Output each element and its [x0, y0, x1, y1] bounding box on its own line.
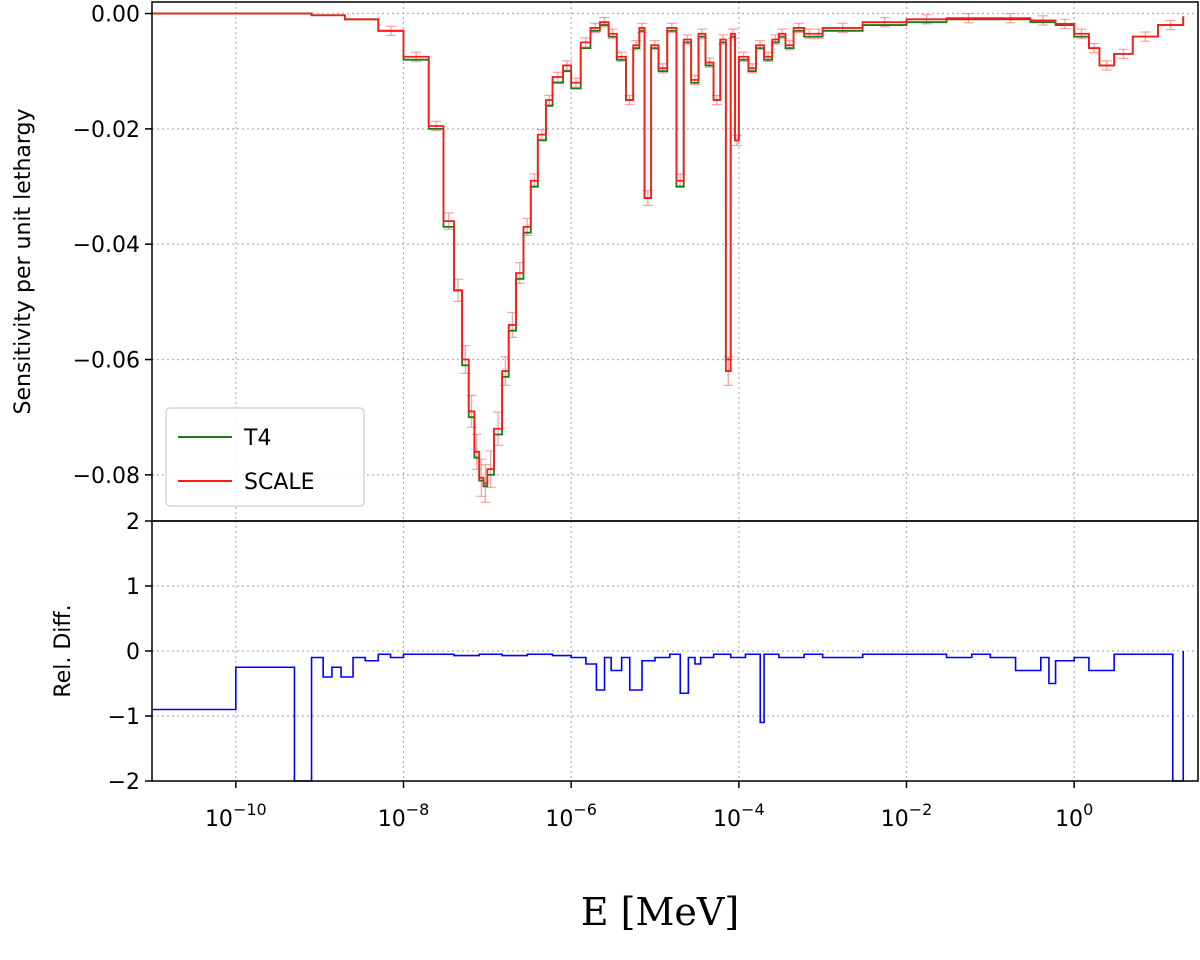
bottom-axes-frame — [151, 520, 1199, 782]
bottom-y-tick-label: 2 — [126, 510, 140, 535]
x-tick-label: 10−4 — [713, 800, 765, 832]
x-axis-label: E [MeV] — [581, 890, 739, 934]
top-y-axis-label: Sensitivity per unit lethargy — [11, 108, 36, 414]
series-line-scale — [152, 12, 1185, 485]
x-tick-label: 10−10 — [205, 800, 267, 832]
top-series — [152, 12, 1185, 488]
bottom-y-tick-label: −2 — [108, 770, 140, 795]
top-y-tick-label: −0.06 — [73, 349, 140, 374]
top-y-ticks: 0.00 −0.02 −0.04 −0.06 −0.08 — [73, 3, 152, 489]
bottom-y-tick-label: −1 — [108, 705, 140, 730]
top-y-tick-label: −0.04 — [73, 233, 140, 258]
top-y-tick-label: 0.00 — [91, 3, 140, 28]
rel-diff-line — [152, 651, 1185, 782]
legend-label-scale: SCALE — [244, 470, 315, 495]
x-tick-label: 10−6 — [545, 800, 597, 832]
legend-label-t4: T4 — [243, 426, 271, 451]
bottom-grid — [152, 520, 1198, 782]
bottom-panel: 2 1 0 −1 −2 10−10 10−8 10−6 10−4 10−2 100 Rel. Di… — [51, 510, 1199, 832]
top-error-bars — [385, 12, 1176, 503]
x-tick-label: 10−8 — [378, 800, 430, 832]
x-tick-label: 10−2 — [881, 800, 933, 832]
legend: T4 SCALE — [165, 407, 365, 507]
bottom-x-ticks: 10−10 10−8 10−6 10−4 10−2 100 — [205, 781, 1093, 832]
bottom-y-axis-label: Rel. Diff. — [51, 604, 76, 697]
bottom-y-tick-label: 0 — [126, 640, 140, 665]
x-tick-label: 100 — [1055, 800, 1093, 832]
top-y-tick-label: −0.02 — [73, 118, 140, 143]
bottom-y-ticks: 2 1 0 −1 −2 — [108, 510, 152, 795]
bottom-series — [152, 651, 1185, 782]
top-y-tick-label: −0.08 — [73, 464, 140, 489]
bottom-y-tick-label: 1 — [126, 575, 140, 600]
top-panel: 0.00 −0.02 −0.04 −0.06 −0.08 Sensitivity per… — [11, 1, 1199, 522]
